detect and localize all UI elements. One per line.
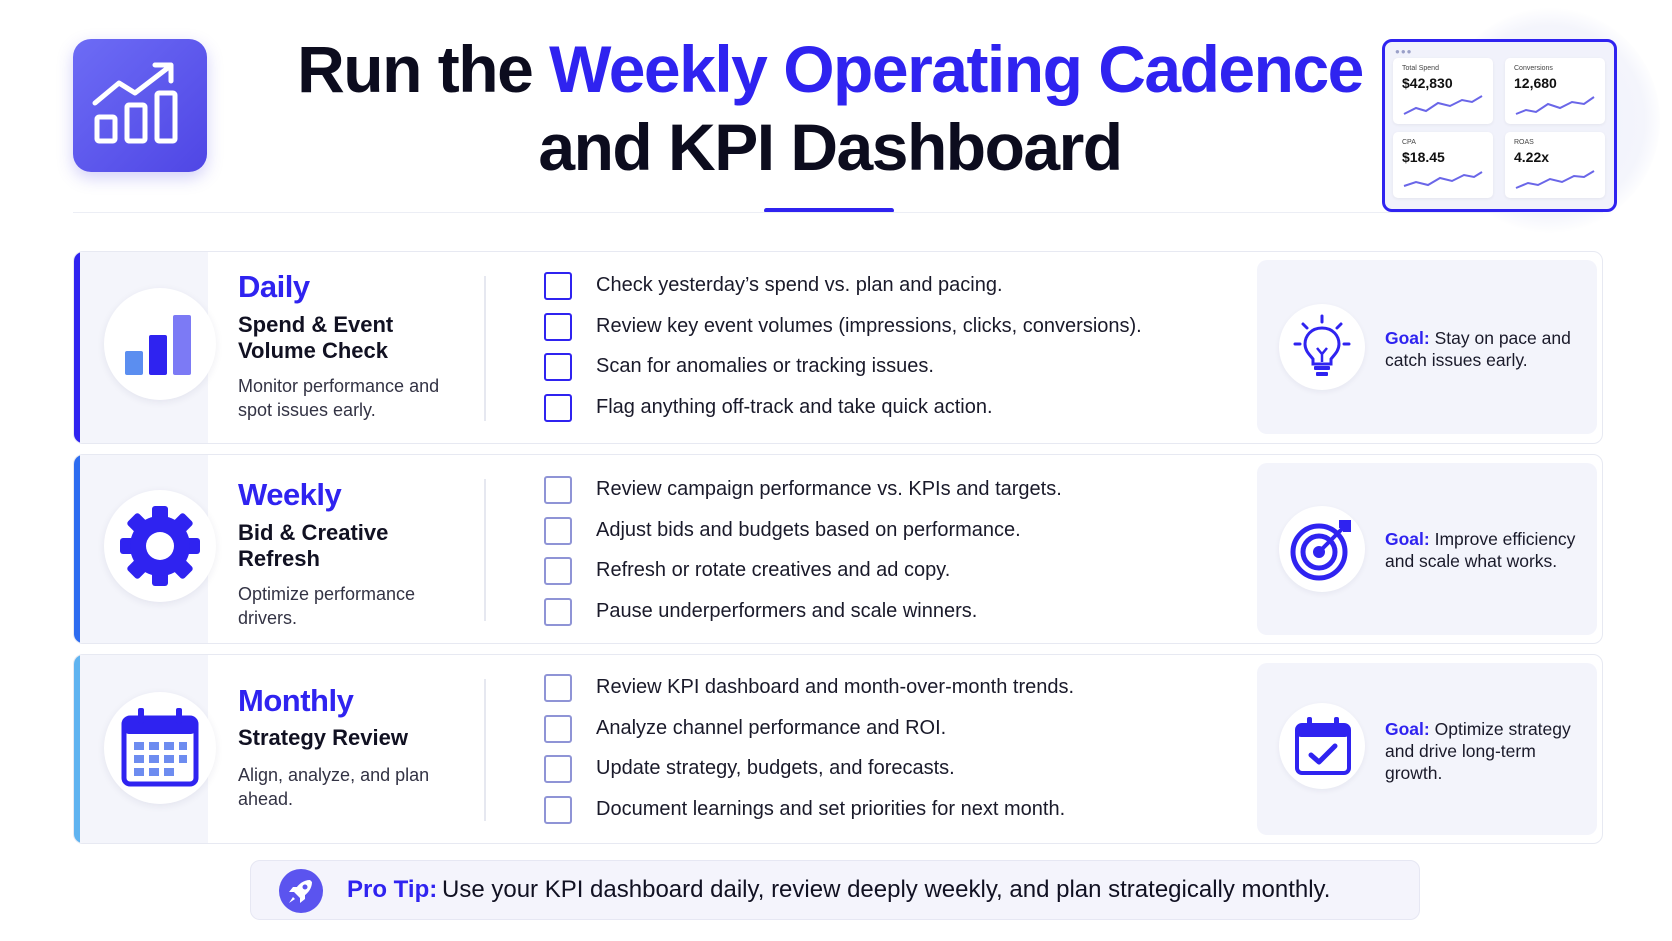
pro-tip-label: Pro Tip: [347, 876, 438, 903]
kpi-label: CPA [1402, 139, 1416, 146]
task-text: Review campaign performance vs. KPIs and… [596, 478, 1062, 500]
goal-icon-circle [1279, 703, 1365, 789]
task-text: Update strategy, budgets, and forecasts. [596, 757, 955, 779]
sparkline-icon [1403, 95, 1483, 115]
growth-chart-icon [92, 62, 178, 144]
cadence-description: Align, analyze, and plan ahead. [238, 765, 430, 809]
kpi-card: Conversions 12,680 [1505, 58, 1605, 124]
goal-description: Optimize strategy and drive long-term gr… [1385, 719, 1571, 783]
kpi-label: Total Spend [1402, 65, 1439, 72]
column-divider [484, 679, 486, 821]
page-title: Run the Weekly Operating Cadence and KPI… [240, 30, 1420, 186]
cadence-row-weekly: Weekly Bid & Creative Refresh Optimize p… [73, 454, 1603, 644]
goal-description: Improve efficiency and scale what works. [1385, 529, 1576, 571]
goal-icon-circle [1279, 506, 1365, 592]
pro-tip-text: Use your KPI dashboard daily, review dee… [442, 876, 1331, 903]
title-prefix: Run the [297, 32, 550, 106]
goal-icon-circle [1279, 304, 1365, 390]
task-text: Review KPI dashboard and month-over-mont… [596, 676, 1075, 698]
goal-panel: Goal: Stay on pace and catch issues earl… [1257, 260, 1597, 434]
goal-label: Goal: [1385, 529, 1430, 549]
task-text: Check yesterday’s spend vs. plan and pac… [596, 274, 1003, 296]
goal-panel: Goal: Improve efficiency and scale what … [1257, 463, 1597, 635]
icon-circle [104, 692, 216, 804]
task-text: Pause underperformers and scale winners. [596, 599, 978, 622]
kpi-label: Conversions [1514, 65, 1553, 72]
task-checkbox[interactable] [544, 674, 572, 702]
task-text: Scan for anomalies or tracking issues. [596, 355, 934, 377]
task-text: Analyze channel performance and ROI. [596, 716, 947, 739]
title-accent: Weekly Operating Cadence [549, 32, 1364, 106]
kpi-card: CPA $18.45 [1393, 132, 1493, 198]
task-checkbox[interactable] [544, 353, 572, 381]
task-checkbox[interactable] [544, 393, 572, 422]
column-divider [484, 479, 486, 621]
task-checkbox[interactable] [544, 597, 572, 626]
kpi-value: 4.22x [1514, 149, 1550, 165]
pro-tip-banner: Pro Tip: Use your KPI dashboard daily, r… [250, 860, 1420, 920]
kpi-card: ROAS 4.22x [1505, 132, 1605, 198]
accent-bar [74, 655, 80, 843]
task-text: Flag anything off-track and take quick a… [596, 395, 993, 418]
accent-bar [74, 455, 80, 643]
task-checkbox[interactable] [544, 755, 572, 783]
task-checkbox[interactable] [544, 714, 572, 743]
goal-text: Goal: Improve efficiency and scale what … [1385, 528, 1585, 572]
column-divider [484, 276, 486, 421]
task-checkbox[interactable] [544, 795, 572, 824]
goal-label: Goal: [1385, 719, 1430, 739]
lightbulb-icon [1293, 314, 1351, 376]
cadence-frequency: Monthly [238, 683, 354, 718]
goal-text: Goal: Stay on pace and catch issues earl… [1385, 327, 1585, 371]
kpi-value: 12,680 [1514, 75, 1557, 91]
rocket-icon [289, 880, 312, 903]
task-checkbox[interactable] [544, 557, 572, 585]
calendar-check-icon [1295, 717, 1351, 775]
title-line-2: and KPI Dashboard [538, 110, 1123, 184]
gear-icon [120, 506, 200, 586]
goal-label: Goal: [1385, 328, 1430, 348]
task-checkbox[interactable] [544, 516, 572, 545]
goal-description: Stay on pace and catch issues early. [1385, 328, 1571, 370]
task-text: Adjust bids and budgets based on perform… [596, 518, 1021, 541]
kpi-card: Total Spend $42,830 [1393, 58, 1493, 124]
sparkline-icon [1515, 96, 1595, 115]
cadence-description: Optimize performance drivers. [238, 584, 416, 628]
title-underline [764, 208, 894, 213]
tip-icon-circle [279, 869, 323, 913]
kpi-label: ROAS [1514, 139, 1534, 146]
accent-bar [74, 252, 80, 443]
goal-text: Goal: Optimize strategy and drive long-t… [1385, 718, 1585, 784]
cadence-row-daily: Daily Spend & Event Volume Check Monitor… [73, 251, 1603, 444]
task-text: Document learnings and set priorities fo… [596, 797, 1066, 820]
task-text: Refresh or rotate creatives and ad copy. [596, 559, 951, 581]
icon-circle [104, 490, 216, 602]
cadence-row-monthly: Monthly Strategy Review Align, analyze, … [73, 654, 1603, 844]
window-dots-icon: ●●● [1395, 47, 1413, 56]
cadence-subtitle: Strategy Review [238, 725, 408, 750]
bar-chart-icon [125, 315, 191, 375]
task-checkbox[interactable] [544, 312, 572, 341]
cadence-subtitle: Bid & Creative Refresh [238, 520, 389, 571]
task-checkbox[interactable] [544, 272, 572, 300]
cadence-subtitle: Spend & Event Volume Check [238, 312, 394, 363]
kpi-value: $42,830 [1402, 75, 1453, 91]
cadence-description: Monitor performance and spot issues earl… [238, 376, 440, 420]
sparkline-icon [1403, 171, 1483, 187]
calendar-icon [121, 708, 199, 787]
sparkline-icon [1515, 170, 1595, 189]
kpi-value: $18.45 [1402, 149, 1445, 165]
task-text: Review key event volumes (impressions, c… [596, 314, 1142, 337]
cadence-frequency: Weekly [238, 477, 342, 512]
logo-badge [73, 39, 207, 172]
target-icon [1290, 520, 1351, 581]
cadence-frequency: Daily [238, 269, 310, 304]
task-checkbox[interactable] [544, 476, 572, 504]
dashboard-preview: ●●● Total Spend $42,830 Conversions 12,6… [1382, 39, 1617, 212]
header-divider [73, 212, 1603, 213]
icon-circle [104, 288, 216, 400]
goal-panel: Goal: Optimize strategy and drive long-t… [1257, 663, 1597, 835]
